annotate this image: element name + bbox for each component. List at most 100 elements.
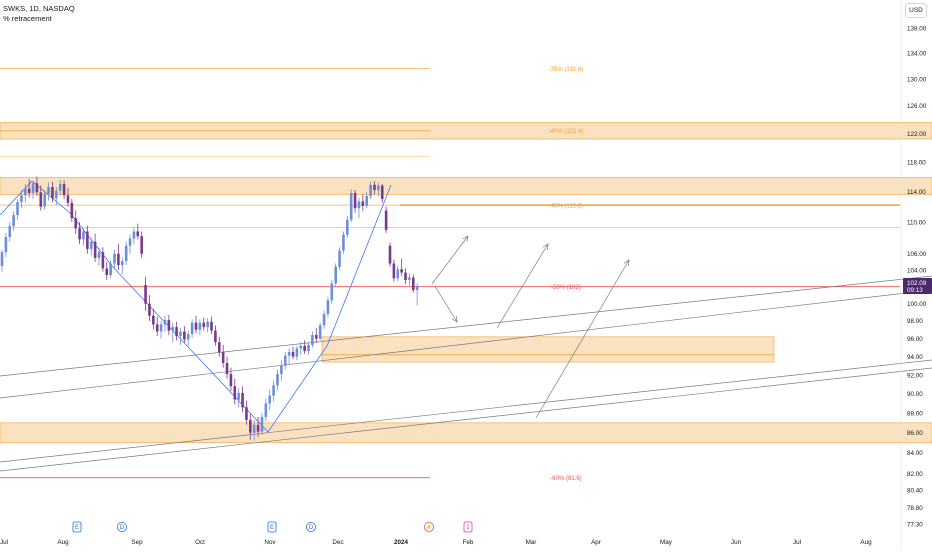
time-tick-label: Mar — [526, 539, 537, 546]
fib-level-label: -40% (122.4) — [549, 129, 584, 135]
time-tick-label: Feb — [463, 539, 474, 546]
candle — [89, 237, 93, 256]
candle-body — [82, 231, 85, 240]
candle-body — [268, 395, 272, 404]
price-tick-label: 80.40 — [907, 488, 923, 495]
candle-body — [194, 322, 198, 330]
candle-body — [369, 184, 372, 197]
candle — [291, 346, 295, 360]
candle-body — [287, 352, 291, 356]
candle — [86, 225, 89, 254]
price-tick-label: 104.00 — [907, 267, 927, 274]
candle — [411, 274, 415, 293]
candle-body — [39, 192, 43, 207]
event-badge — [117, 522, 128, 533]
candle-body — [8, 225, 12, 237]
symbol-title[interactable]: SWKS, 1D, NASDAQ — [3, 4, 75, 13]
candle — [8, 222, 12, 242]
candle-body — [295, 348, 299, 357]
candle — [120, 257, 124, 275]
candle — [27, 178, 31, 198]
candle — [210, 316, 213, 335]
candle — [62, 180, 66, 200]
trend-line — [0, 367, 932, 472]
candle — [206, 318, 209, 333]
candle-body — [396, 269, 400, 279]
candle-body — [334, 266, 337, 284]
arrow-shaft — [431, 235, 469, 285]
price-tick-label: 130.00 — [907, 76, 927, 83]
flash-event-icon[interactable]: ⚡ — [423, 522, 434, 533]
candle — [318, 322, 322, 341]
arrow-shaft — [434, 285, 458, 323]
candle — [93, 233, 97, 262]
price-tick-label: 98.00 — [907, 318, 923, 325]
candle — [198, 319, 202, 336]
price-tick-label: 114.00 — [907, 189, 926, 196]
currency-button[interactable]: USD — [905, 3, 927, 18]
price-tick-label: 100.00 — [907, 301, 927, 308]
candle — [101, 247, 105, 272]
candle-body — [86, 231, 89, 249]
candle-body — [163, 320, 167, 325]
candle — [0, 249, 4, 272]
candle-body — [392, 263, 396, 279]
candle-body — [117, 253, 120, 266]
candle — [280, 360, 283, 381]
candle — [16, 199, 19, 220]
candle — [225, 356, 229, 379]
candle-body — [167, 320, 171, 331]
candle — [202, 317, 206, 331]
candle — [20, 190, 23, 209]
candle-body — [233, 386, 237, 400]
candle — [287, 348, 291, 364]
event-badge — [463, 521, 473, 533]
candle-body — [326, 300, 330, 314]
dividend-event-icon[interactable]: D — [305, 522, 316, 533]
candle — [194, 315, 198, 334]
candle — [334, 263, 337, 287]
earnings-event-icon[interactable]: E — [267, 521, 277, 533]
candle-body — [249, 419, 252, 433]
candle-body — [186, 334, 190, 340]
supply-demand-zone — [0, 422, 932, 444]
event-label: D — [120, 525, 125, 531]
split-event-icon[interactable]: ↧ — [463, 521, 473, 533]
price-tick-label: 106.00 — [907, 251, 927, 258]
projection-arrow — [434, 285, 458, 323]
candle-body — [183, 331, 186, 340]
candle-body — [89, 241, 93, 249]
candle — [155, 316, 159, 336]
time-tick-label: Nov — [264, 539, 276, 546]
candle — [113, 249, 116, 269]
candle-body — [272, 385, 275, 396]
candle — [373, 181, 376, 195]
price-tick-label: 96.00 — [907, 336, 923, 343]
candle — [109, 260, 112, 279]
candle-body — [62, 184, 66, 196]
price-tick-label: 84.00 — [907, 450, 923, 457]
candle — [175, 321, 178, 341]
candle — [338, 247, 341, 271]
candle-body — [97, 252, 101, 258]
candle-body — [404, 272, 407, 281]
event-badge — [267, 521, 277, 533]
candle — [55, 187, 58, 206]
arrow-head — [462, 235, 469, 242]
candle — [384, 206, 388, 234]
dividend-event-icon[interactable]: D — [117, 522, 128, 533]
candle — [105, 261, 109, 281]
time-tick-label: Apr — [591, 539, 601, 546]
price-tick-label: 94.00 — [907, 354, 923, 361]
indicator-name[interactable]: % retracement — [3, 14, 52, 23]
price-tick-label: 110.00 — [907, 219, 926, 226]
candle-body — [101, 252, 105, 269]
earnings-event-icon[interactable]: E — [72, 521, 82, 533]
candle-body — [20, 195, 23, 203]
candle-body — [43, 193, 46, 207]
candle — [314, 327, 318, 344]
price-tick-label: 77.30 — [907, 521, 923, 528]
price-tick-label: 92.00 — [907, 372, 923, 379]
